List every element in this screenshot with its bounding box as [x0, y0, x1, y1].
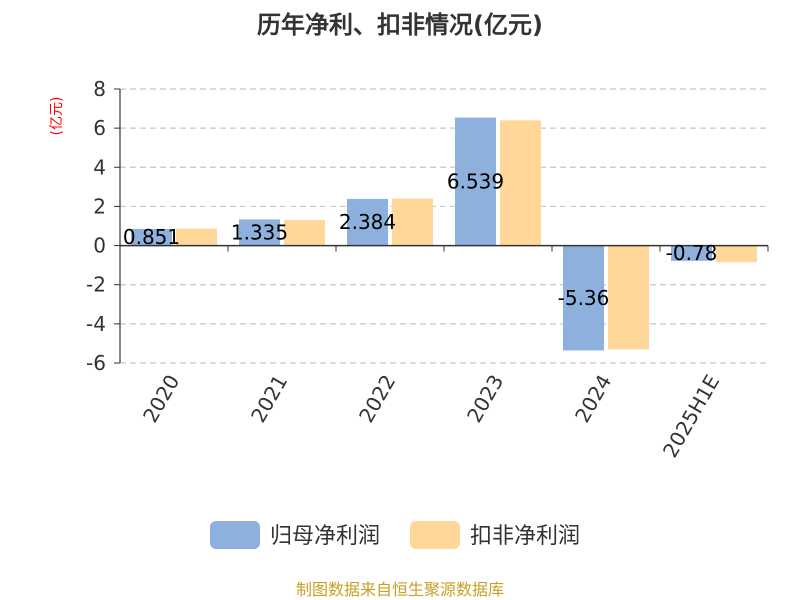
- x-tick-label: 2023: [462, 371, 508, 427]
- x-tick-label: 2025H1E: [658, 371, 724, 462]
- footer-source: 制图数据来自恒生聚源数据库: [296, 580, 504, 599]
- bar: [131, 228, 172, 246]
- chart-title: 历年净利、扣非情况(亿元): [257, 11, 543, 39]
- bar: [608, 245, 649, 350]
- bars: [131, 117, 757, 351]
- bar: [671, 245, 712, 261]
- x-tick-label: 2021: [246, 371, 292, 427]
- y-tick-label: -6: [86, 351, 106, 375]
- bar-data-label: -5.36: [558, 286, 610, 310]
- y-tick-label: 8: [93, 77, 106, 101]
- bar-data-label: 0.851: [123, 225, 180, 249]
- bar-data-label: 2.384: [339, 210, 396, 234]
- x-tick-label: 2020: [138, 371, 184, 427]
- bar: [716, 245, 757, 263]
- legend-swatch: [210, 521, 260, 549]
- bar: [239, 219, 280, 246]
- y-tick-label: -2: [86, 273, 106, 297]
- y-tick-label: 6: [93, 116, 106, 140]
- legend-label: 扣非净利润: [470, 524, 580, 549]
- legend-swatch: [410, 521, 460, 549]
- legend-label: 归母净利润: [270, 524, 380, 549]
- bar-data-label: 6.539: [447, 170, 504, 194]
- legend-item[interactable]: 归母净利润: [210, 521, 380, 549]
- x-tick-label: 2024: [570, 371, 616, 427]
- bar: [455, 117, 496, 246]
- bar-labels: 0.851 1.335 2.384 6.539 -5.36 -0.78: [123, 170, 718, 310]
- y-tick-label: 2: [93, 194, 106, 218]
- y-axis-label: (亿元): [49, 97, 65, 136]
- axes: -6 -4 -2 0 2 4 6 8 2020 2021 2022 2023 2024 2025H1E: [86, 77, 769, 462]
- bar: [347, 198, 388, 246]
- legend[interactable]: 归母净利润 扣非净利润: [210, 521, 580, 549]
- bar: [176, 228, 217, 246]
- y-tick-label: -4: [86, 312, 106, 336]
- bar-data-label: 1.335: [231, 221, 288, 245]
- y-tick-label: 4: [93, 155, 106, 179]
- legend-item[interactable]: 扣非净利润: [410, 521, 580, 549]
- grid-lines: [120, 88, 768, 364]
- bar: [392, 198, 433, 246]
- x-tick-label: 2022: [354, 371, 400, 427]
- y-tick-label: 0: [93, 234, 106, 258]
- bar: [563, 245, 604, 351]
- bar: [284, 220, 325, 246]
- bar: [500, 120, 541, 246]
- bar-data-label: -0.78: [666, 241, 718, 265]
